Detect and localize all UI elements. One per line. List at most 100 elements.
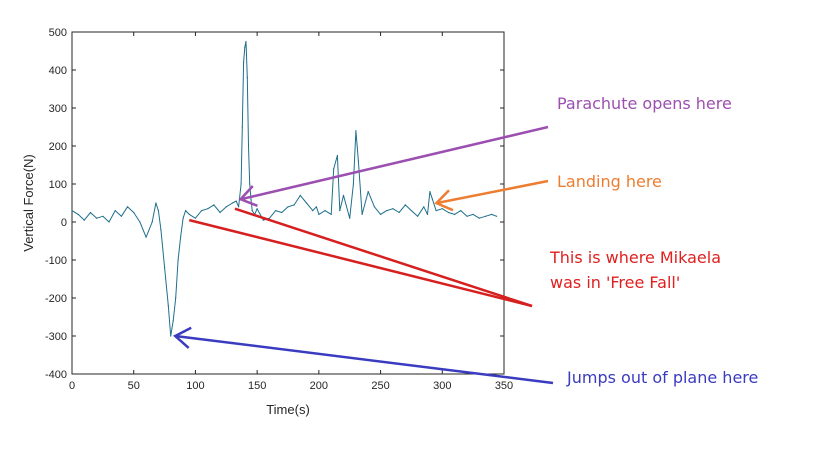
data-point (155, 202, 157, 204)
data-point (491, 213, 493, 215)
data-point (235, 200, 237, 202)
data-point (71, 210, 73, 212)
data-point (145, 236, 147, 238)
data-point (238, 206, 240, 208)
data-point (312, 210, 314, 212)
parachute-arrow-head (238, 185, 258, 207)
jump-label: Jumps out of plane here (566, 368, 758, 387)
data-point (244, 46, 246, 48)
data-point (426, 213, 429, 215)
x-tick-label: 350 (495, 380, 513, 392)
data-point (478, 217, 480, 219)
data-point (460, 210, 462, 212)
y-tick-label: -200 (45, 293, 67, 305)
data-point (417, 215, 419, 217)
data-point (114, 210, 116, 212)
data-point (380, 213, 382, 215)
data-point (342, 194, 345, 196)
y-axis-title: Vertical Force(N) (21, 154, 36, 252)
data-point (454, 213, 456, 215)
data-point (172, 320, 174, 322)
data-point (410, 210, 412, 212)
data-point (293, 204, 295, 206)
data-point (357, 160, 359, 162)
y-tick-label: -100 (45, 255, 67, 267)
data-point (246, 77, 248, 79)
annotations: Parachute opens here Landing here This is … (173, 94, 758, 387)
data-point (96, 217, 98, 219)
landing-arrow-shaft (436, 179, 549, 205)
data-point (466, 215, 468, 217)
x-tick-label: 150 (248, 380, 266, 392)
data-point (299, 194, 301, 196)
parachute-label: Parachute opens here (557, 94, 732, 113)
data-point (275, 210, 277, 212)
data-point (431, 198, 433, 200)
data-point (352, 183, 354, 185)
data-point (120, 215, 122, 217)
data-point (102, 215, 104, 217)
landing-arrow-head (434, 189, 454, 212)
y-tick-label: -300 (45, 331, 67, 343)
data-point (188, 213, 190, 215)
data-point (281, 211, 283, 214)
x-tick-label: 300 (433, 380, 451, 392)
data-point (447, 211, 450, 214)
x-tick-label: 250 (371, 380, 389, 392)
y-tick-label: 200 (49, 141, 67, 153)
data-point (398, 211, 400, 214)
data-point (164, 267, 166, 269)
data-point (423, 206, 425, 208)
data-point (77, 213, 79, 215)
data-point (339, 210, 341, 212)
data-point (207, 208, 209, 210)
data-point (367, 191, 369, 193)
x-axis-title: Time(s) (266, 402, 310, 417)
series-group (71, 40, 498, 337)
data-point (305, 202, 308, 204)
data-point (324, 210, 326, 212)
parachute-arrow-shaft (240, 125, 549, 201)
freefall-label-line: was in 'Free Fall' (550, 273, 680, 292)
data-point (315, 206, 317, 208)
data-point (133, 211, 135, 214)
data-point (262, 219, 264, 221)
data-point (201, 210, 203, 212)
data-point (231, 202, 234, 204)
x-tick-label: 50 (128, 380, 140, 392)
y-tick-label: 100 (49, 179, 67, 191)
data-point (336, 154, 338, 157)
jump-arrow-head (173, 326, 192, 349)
data-point (287, 206, 289, 208)
data-point (151, 221, 153, 223)
y-tick-label: 300 (49, 103, 67, 115)
data-point (392, 208, 394, 210)
data-point (182, 217, 184, 219)
y-tick-label: 500 (49, 27, 67, 39)
data-point (318, 213, 320, 215)
data-point (243, 61, 245, 64)
data-point (180, 236, 182, 238)
data-point (89, 211, 92, 214)
data-point (170, 335, 172, 337)
data-point (250, 198, 252, 200)
x-tick-label: 100 (186, 380, 204, 392)
data-point (167, 305, 169, 307)
data-point (429, 191, 431, 193)
data-point (251, 210, 253, 212)
y-tick-label: 400 (49, 65, 67, 77)
data-point (177, 259, 179, 261)
data-point (472, 213, 474, 215)
data-point (373, 206, 375, 208)
data-point (245, 40, 247, 43)
data-point (83, 219, 85, 221)
data-point (185, 210, 187, 212)
axis-ticks: 0 50 100 150 200 250 300 350 -400 -300 -200 -100 0 10… (45, 27, 513, 392)
landing-label: Landing here (557, 172, 662, 191)
freefall-line-b (234, 207, 533, 308)
data-point (355, 130, 357, 132)
data-point (175, 297, 177, 299)
freefall-label-line: This is where Mikaela (549, 248, 721, 267)
x-tick-label: 200 (310, 380, 328, 392)
